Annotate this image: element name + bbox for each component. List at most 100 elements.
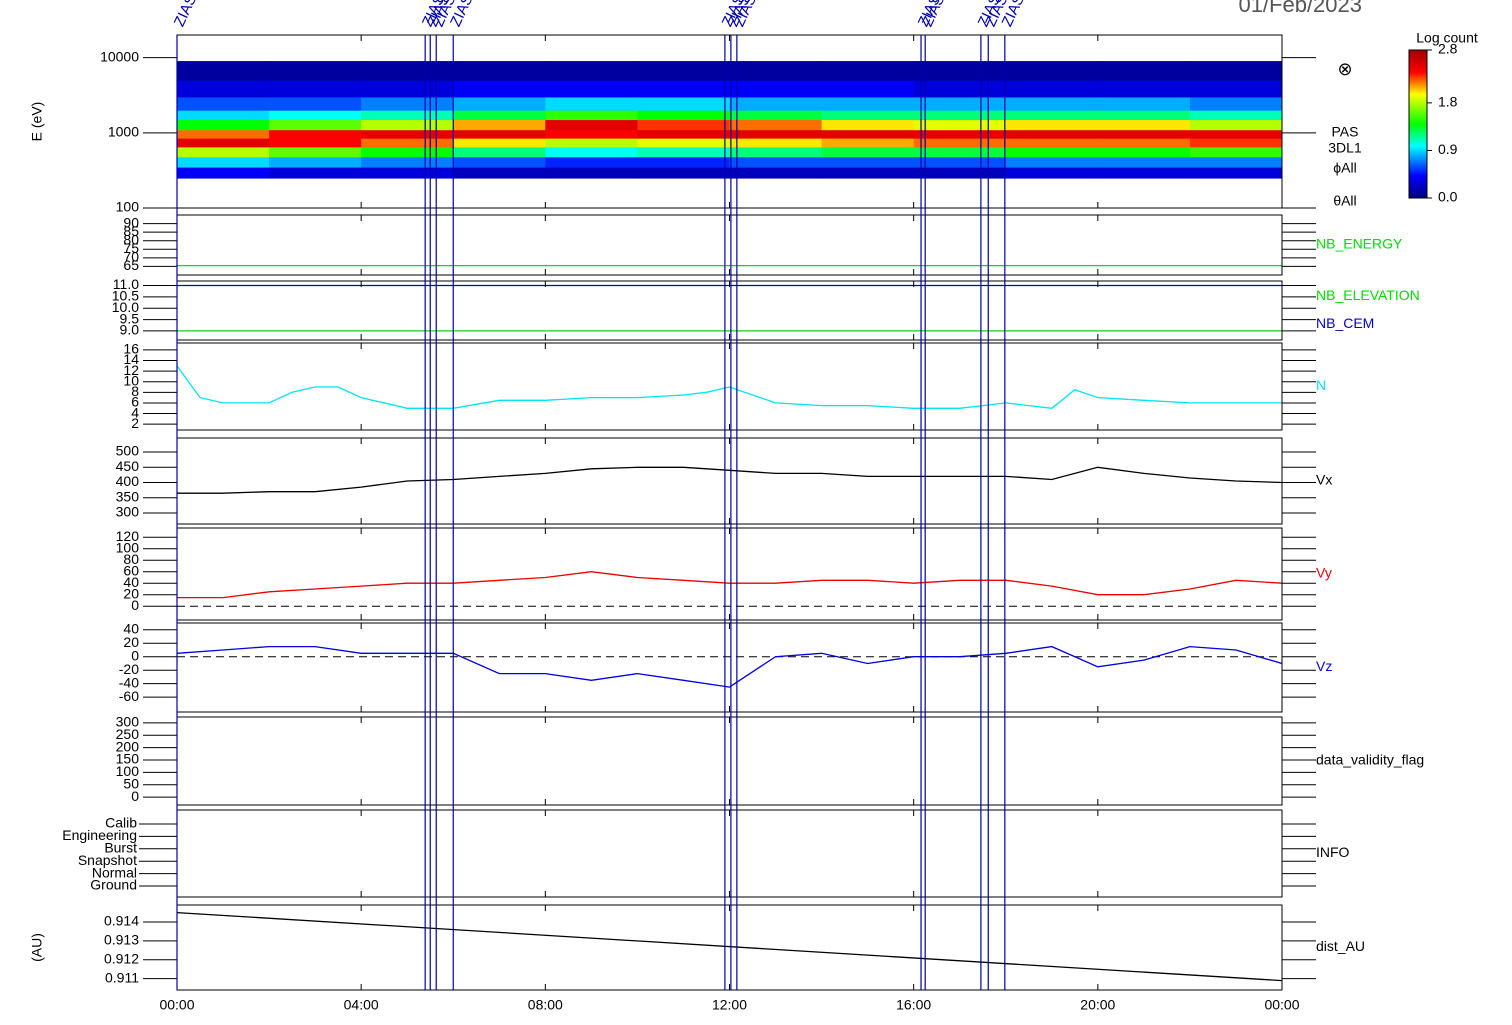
heatmap-cell [361, 146, 454, 158]
heatmap-cell [729, 96, 823, 111]
y-tick-label: -60 [119, 688, 139, 704]
heatmap-cell [1189, 129, 1283, 139]
heatmap-cell [913, 119, 1007, 131]
heatmap-cell [1097, 96, 1191, 111]
heatmap-cell [913, 96, 1007, 111]
heatmap-cell [269, 61, 362, 81]
y-tick-label: 8 [131, 383, 139, 399]
y-tick-label: 300 [116, 504, 140, 520]
heatmap-cell [453, 80, 546, 98]
series-line [176, 645, 1283, 688]
panel-label: ϕAll [1333, 160, 1356, 176]
heatmap-cell [637, 146, 730, 158]
y-tick-label: 350 [116, 488, 140, 504]
category-label: Normal [92, 864, 137, 880]
x-tick-label: 04:00 [344, 997, 379, 1013]
heatmap-cell [361, 80, 454, 98]
y-tick-label: 40 [123, 574, 139, 590]
heatmap-cell [545, 80, 638, 98]
heatmap-cell [821, 96, 915, 111]
colorbar-title: Log count [1416, 30, 1478, 46]
heatmap-cell [361, 119, 454, 131]
heatmap-cell [729, 61, 823, 81]
heatmap-cell [1005, 119, 1099, 131]
x-tick-label: 08:00 [528, 997, 563, 1013]
heatmap-cell [453, 146, 546, 158]
series-label: NB_ENERGY [1316, 236, 1403, 252]
y-tick-label: 10.0 [112, 299, 139, 315]
y-tick-label: 0 [131, 647, 139, 663]
y-tick-label: 150 [116, 751, 140, 767]
y-tick-label: 70 [123, 249, 139, 265]
heatmap-cell [177, 146, 270, 158]
y-tick-label: 1000 [108, 124, 139, 140]
heatmap-cell [1189, 167, 1283, 179]
x-tick-label: 00:00 [159, 997, 194, 1013]
colorbar-tick-label: 0.9 [1438, 141, 1458, 157]
colorbar-tick-label: 0.0 [1438, 189, 1458, 205]
heatmap-cell [821, 119, 915, 131]
y-tick-label: 200 [116, 738, 140, 754]
series-line [176, 911, 1283, 982]
x-tick-label: 00:00 [1264, 997, 1299, 1013]
heatmap-cell [637, 80, 730, 98]
category-label: Snapshot [78, 852, 137, 868]
y-tick-label: 50 [123, 775, 139, 791]
series-label: dist_AU [1316, 938, 1365, 954]
heatmap-cell [729, 138, 823, 148]
heatmap-cell [453, 138, 546, 148]
colorbar-tick-label: 1.8 [1438, 94, 1458, 110]
series-label: Vx [1316, 472, 1332, 488]
heatmap-cell [269, 96, 362, 111]
heatmap-cell [1189, 96, 1283, 111]
y-tick-label: 100 [116, 199, 140, 215]
y-tick-label: -20 [119, 661, 139, 677]
heatmap-cell [269, 129, 362, 139]
series-label: data_validity_flag [1316, 752, 1424, 768]
heatmap-cell [545, 96, 638, 111]
heatmap-cell [361, 156, 454, 168]
heatmap-cell [637, 96, 730, 111]
y-tick-label: 0.911 [105, 969, 139, 985]
panel-label: 3DL1 [1328, 140, 1362, 156]
y-tick-label: 0 [131, 597, 139, 613]
heatmap-cell [729, 119, 823, 131]
y-tick-label: 9.5 [120, 310, 140, 326]
heatmap-cell [1005, 61, 1099, 81]
heatmap-cell [545, 146, 638, 158]
series-label: NB_CEM [1316, 315, 1374, 331]
y-tick-label: 100 [116, 763, 140, 779]
heatmap-cell [729, 167, 823, 179]
category-label: Burst [104, 840, 137, 856]
heatmap-cell [545, 110, 638, 121]
series-label: Vy [1316, 565, 1332, 581]
panel-label: PAS [1332, 124, 1359, 140]
y-tick-label: 90 [123, 214, 139, 230]
y-tick-label: 0.914 [104, 913, 139, 929]
y-tick-label: 0.913 [104, 932, 139, 948]
heatmap-cell [1005, 156, 1099, 168]
x-tick-label: 20:00 [1080, 997, 1115, 1013]
panel-label: θAll [1333, 193, 1356, 209]
heatmap-cell [1005, 110, 1099, 121]
heatmap-cell [269, 80, 362, 98]
heatmap-cell [1189, 110, 1283, 121]
panel-frame [176, 809, 1283, 898]
heatmap-cell [637, 110, 730, 121]
y-tick-label: 10 [123, 372, 139, 388]
y-tick-label: 10.5 [112, 288, 139, 304]
heatmap-cell [821, 80, 915, 98]
heatmap-cell [1189, 80, 1283, 98]
date-title: 01/Feb/2023 [1238, 0, 1362, 17]
heatmap-cell [821, 138, 915, 148]
category-label: Engineering [62, 827, 137, 843]
heatmap-cell [177, 167, 270, 179]
colorbar [1408, 49, 1428, 199]
y-tick-label: 14 [123, 351, 139, 367]
heatmap-cell [729, 156, 823, 168]
y-tick-label: 9.0 [120, 322, 140, 338]
heatmap-cell [453, 129, 546, 139]
series-label: N [1316, 377, 1326, 393]
y-tick-label: -40 [119, 674, 139, 690]
heatmap-cell [453, 96, 546, 111]
